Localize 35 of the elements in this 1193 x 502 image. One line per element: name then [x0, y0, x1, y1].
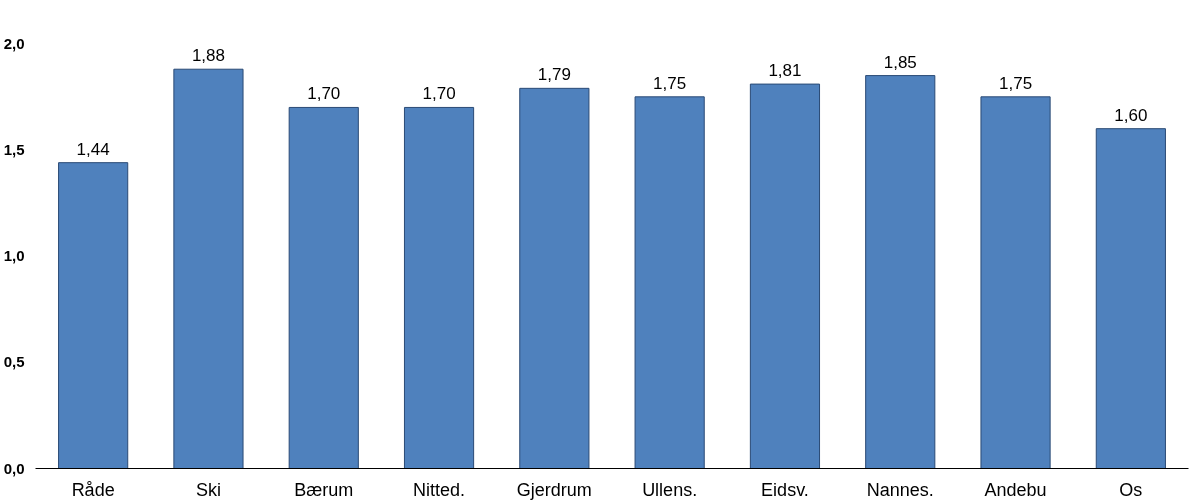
data-label: 1,75 [653, 73, 687, 93]
bar [173, 68, 244, 469]
data-label: 1,60 [1114, 105, 1148, 125]
bar [288, 106, 359, 469]
data-label: 1,44 [76, 139, 110, 159]
x-tick-label: Eidsv. [761, 479, 809, 500]
data-label: 1,75 [999, 73, 1033, 93]
y-tick-label: 1,0 [3, 247, 25, 265]
bar [980, 96, 1051, 469]
x-tick-label: Ullens. [642, 479, 698, 500]
x-tick-label: Råde [71, 479, 115, 500]
x-tick-label: Ski [195, 479, 221, 500]
x-tick-label: Os [1119, 479, 1143, 500]
x-tick-label: Bærum [294, 479, 354, 500]
data-label: 1,88 [191, 46, 225, 66]
y-tick-label: 1,5 [3, 140, 25, 158]
x-tick-label: Andebu [984, 479, 1047, 500]
data-label: 1,79 [537, 65, 571, 85]
y-tick-label: 2,0 [3, 34, 25, 52]
bar [1095, 128, 1166, 469]
y-tick-label: 0,5 [3, 353, 25, 371]
data-label: 1,70 [307, 84, 341, 104]
y-tick-label: 0,0 [3, 459, 25, 477]
data-label: 1,81 [768, 61, 802, 81]
bar [519, 87, 590, 469]
bar [634, 96, 705, 469]
bar [865, 75, 936, 469]
bar [403, 106, 475, 469]
bar [58, 162, 129, 469]
data-label: 1,85 [883, 52, 917, 72]
x-tick-label: Nitted. [413, 479, 466, 500]
x-tick-label: Gjerdrum [516, 479, 592, 500]
bar [749, 83, 821, 469]
data-label: 1,70 [422, 84, 456, 104]
x-tick-label: Nannes. [866, 479, 934, 500]
